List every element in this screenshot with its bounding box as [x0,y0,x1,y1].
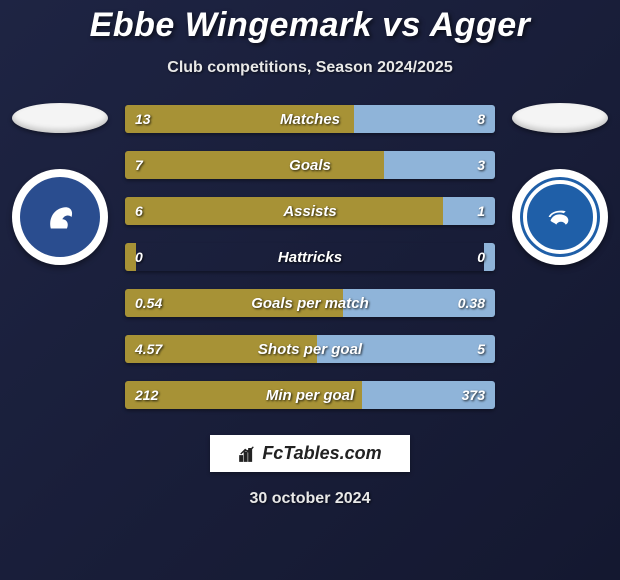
page-subtitle: Club competitions, Season 2024/2025 [0,59,620,77]
left-team-crest [12,169,108,265]
right-side [505,103,615,265]
stat-bar-right [317,335,495,363]
stat-bars: Matches138 Goals73 Assists61 Hattricks00 Goa… [125,105,495,409]
footer: FcTables.com 30 october 2024 [0,435,620,508]
brand-label: FcTables.com [262,443,381,464]
comparison-content: Matches138 Goals73 Assists61 Hattricks00 Goa… [0,105,620,409]
date-label: 30 october 2024 [250,490,371,508]
right-team-crest [512,169,608,265]
stat-bar-right [343,289,495,317]
brand-link[interactable]: FcTables.com [210,435,409,472]
stat-bar-right [443,197,495,225]
stat-row: Hattricks00 [125,243,495,271]
stat-bar-right [354,105,495,133]
stat-bar-right [362,381,495,409]
sonderjyske-lion-icon [523,180,597,254]
page-title: Ebbe Wingemark vs Agger [0,6,620,45]
stat-row: Min per goal212373 [125,381,495,409]
right-flag-icon [512,103,608,133]
stat-bar-left [125,335,317,363]
stat-row: Goals73 [125,151,495,179]
stat-bar-left [125,381,362,409]
stat-bar-left [125,289,343,317]
stat-bar-left [125,105,354,133]
left-side [5,103,115,265]
stat-row: Shots per goal4.575 [125,335,495,363]
stat-row: Matches138 [125,105,495,133]
stat-bar-right [384,151,495,179]
stat-bar-left [125,151,384,179]
stat-bar-left [125,197,443,225]
stat-row: Goals per match0.540.38 [125,289,495,317]
stat-bar-right [484,243,495,271]
chart-icon [238,445,256,463]
left-flag-icon [12,103,108,133]
header: Ebbe Wingemark vs Agger Club competition… [0,0,620,77]
stat-bar-left [125,243,136,271]
stat-bar-gap [136,243,484,271]
stat-row: Assists61 [125,197,495,225]
randers-horse-icon [20,177,100,257]
